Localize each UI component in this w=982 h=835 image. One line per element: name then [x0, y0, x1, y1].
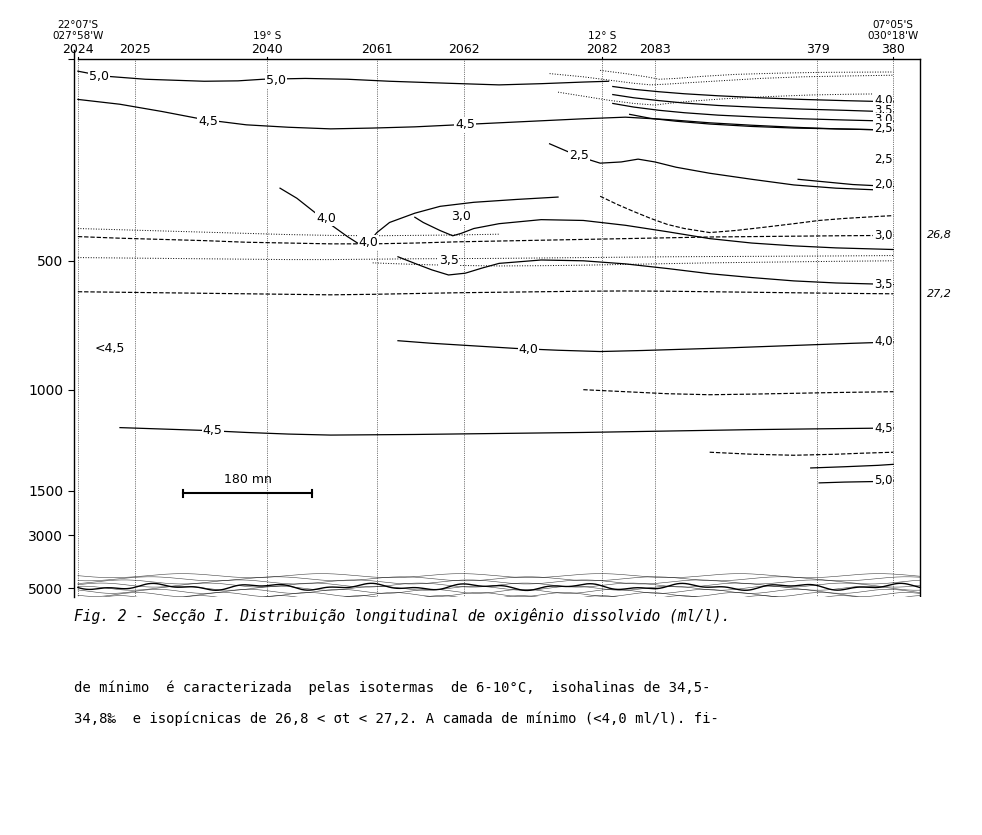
Text: 27,2: 27,2	[927, 289, 952, 299]
Text: 2025: 2025	[119, 43, 151, 56]
Text: 2,5: 2,5	[874, 122, 893, 135]
Text: 2,5: 2,5	[874, 154, 893, 166]
Text: 4,0: 4,0	[874, 94, 893, 107]
Text: 180 mn: 180 mn	[224, 473, 272, 485]
Text: 380: 380	[882, 43, 905, 56]
Text: 3,0: 3,0	[874, 229, 893, 242]
Text: 3,0: 3,0	[874, 114, 893, 126]
Text: 5,0: 5,0	[89, 69, 109, 83]
Text: 2082: 2082	[586, 43, 618, 56]
Text: 3,5: 3,5	[874, 278, 893, 291]
Text: 2040: 2040	[251, 43, 283, 56]
Text: 4,5: 4,5	[202, 423, 223, 437]
Text: 2083: 2083	[639, 43, 671, 56]
Text: 4,0: 4,0	[874, 336, 893, 348]
Text: 19° S: 19° S	[253, 31, 282, 41]
Text: 4,5: 4,5	[198, 115, 218, 128]
Text: 3,5: 3,5	[874, 104, 893, 117]
Text: 2,5: 2,5	[570, 149, 589, 162]
Text: 4,5: 4,5	[456, 118, 475, 131]
Text: 379: 379	[805, 43, 830, 56]
Text: 3,5: 3,5	[439, 255, 459, 267]
Text: 07°05'S
030°18'W: 07°05'S 030°18'W	[868, 19, 919, 41]
Text: 2024: 2024	[62, 43, 93, 56]
Text: 22°07'S
027°58'W: 22°07'S 027°58'W	[52, 19, 103, 41]
Text: 4,0: 4,0	[316, 212, 336, 225]
Text: 4,5: 4,5	[874, 422, 893, 434]
Text: 2,0: 2,0	[874, 179, 893, 191]
Text: 5,0: 5,0	[874, 474, 893, 488]
Text: 34,8‰  e isopícnicas de 26,8 < σt < 27,2. A camada de mínimo (<4,0 ml/l). fi-: 34,8‰ e isopícnicas de 26,8 < σt < 27,2.…	[74, 711, 719, 726]
Text: de mínimo  é caracterizada  pelas isotermas  de 6-10°C,  isohalinas de 34,5-: de mínimo é caracterizada pelas isoterma…	[74, 681, 710, 695]
Text: 12° S: 12° S	[587, 31, 616, 41]
Text: 4,0: 4,0	[358, 236, 378, 249]
Text: 5,0: 5,0	[266, 73, 286, 87]
Text: <4,5: <4,5	[94, 342, 125, 355]
Text: Fig. 2 - Secção I. Distribuição longitudinal de oxigênio dissolvido (ml/l).: Fig. 2 - Secção I. Distribuição longitud…	[74, 608, 730, 624]
Text: 2062: 2062	[448, 43, 479, 56]
Text: 3,0: 3,0	[451, 210, 471, 223]
Text: 2061: 2061	[361, 43, 393, 56]
Text: 4,0: 4,0	[518, 343, 538, 357]
Text: 26,8: 26,8	[927, 230, 952, 240]
